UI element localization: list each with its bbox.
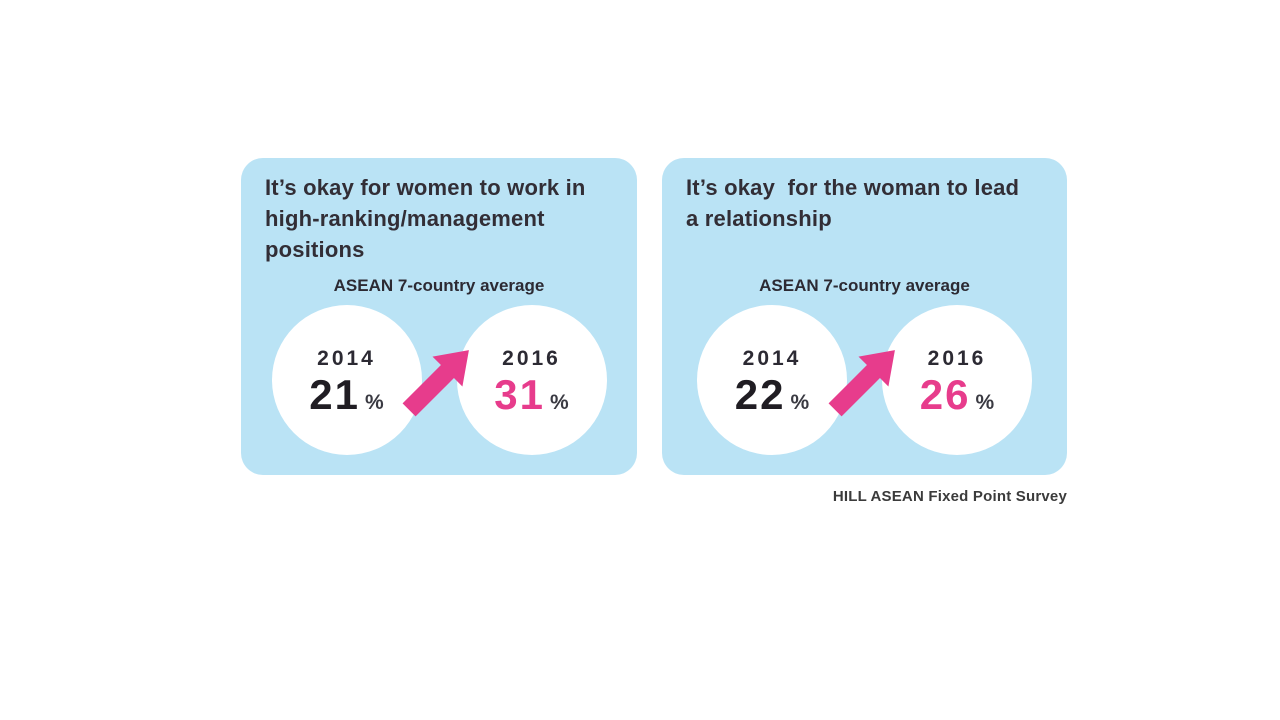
stat-value: 22 %	[734, 370, 810, 418]
stat-number: 31	[494, 370, 546, 418]
percent-sign: %	[550, 390, 569, 414]
stat-card-woman-lead-relationship: It’s okay for the woman to lead a relati…	[662, 158, 1067, 475]
stat-year: 2016	[502, 346, 561, 370]
stat-circle-2014: 2014 22 %	[697, 305, 847, 455]
stat-year: 2014	[742, 346, 802, 370]
stat-card-women-management: It’s okay for women to work in high-rank…	[241, 158, 637, 475]
percent-sign: %	[790, 390, 810, 414]
source-note: HILL ASEAN Fixed Point Survey	[832, 488, 1067, 505]
card-title-line: a relationship	[686, 206, 832, 231]
stat-value: 31 %	[494, 370, 569, 418]
stat-number: 21	[309, 370, 361, 418]
average-label: ASEAN 7-country average	[759, 276, 970, 295]
stat-number: 22	[734, 370, 786, 418]
stat-circle-2016: 2016 31 %	[456, 305, 607, 455]
average-label: ASEAN 7-country average	[333, 276, 545, 295]
stat-circles-row: 2014 21 % 2016 31 %	[241, 305, 637, 455]
stat-year: 2014	[317, 346, 376, 370]
stat-circle-2014: 2014 21 %	[271, 305, 422, 455]
stat-value: 21 %	[309, 370, 384, 418]
stat-year: 2016	[927, 346, 987, 370]
stat-number: 26	[919, 370, 971, 418]
card-title-line: positions	[265, 237, 365, 262]
card-title-line: It’s okay for the woman to lead	[686, 175, 1020, 200]
card-title-line: It’s okay for women to work in	[265, 175, 586, 200]
stat-value: 26 %	[919, 370, 995, 418]
percent-sign: %	[975, 390, 995, 414]
percent-sign: %	[365, 390, 384, 414]
card-title: It’s okay for the woman to lead a relati…	[686, 172, 1053, 234]
trend-up-arrow-icon	[819, 334, 911, 426]
trend-up-arrow-icon	[393, 334, 485, 426]
card-title-line: high-ranking/management	[265, 206, 545, 231]
stat-circle-2016: 2016 26 %	[882, 305, 1032, 455]
stat-circles-row: 2014 22 % 2016 26 %	[662, 305, 1067, 455]
card-title: It’s okay for women to work in high-rank…	[265, 172, 623, 265]
